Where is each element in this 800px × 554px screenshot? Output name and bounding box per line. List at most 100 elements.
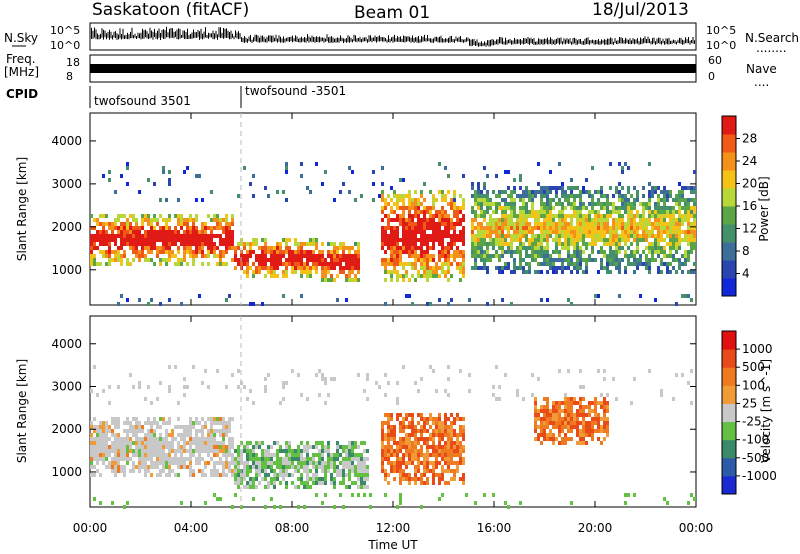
velocity-cell	[552, 417, 555, 421]
velocity-cell	[252, 461, 255, 465]
power-cell	[537, 270, 540, 274]
velocity-cell	[156, 441, 159, 445]
power-cell	[498, 238, 501, 242]
power-cell	[657, 246, 660, 250]
velocity-cell	[132, 425, 135, 429]
velocity-cell	[222, 461, 225, 465]
velocity-cell	[243, 465, 246, 469]
power-cell	[156, 222, 159, 226]
velocity-cell	[543, 429, 546, 433]
power-cell	[381, 226, 384, 230]
velocity-cell	[129, 469, 132, 473]
power-cell	[132, 214, 135, 218]
velocity-cell	[189, 417, 192, 421]
velocity-cell	[162, 465, 165, 469]
velocity-cell	[582, 385, 585, 389]
power-cell	[558, 230, 561, 234]
velocity-cell	[126, 429, 129, 433]
velocity-cell	[108, 425, 111, 429]
velocity-cell	[396, 469, 399, 473]
power-cell	[567, 194, 570, 198]
velocity-cell	[342, 457, 345, 461]
power-cell	[576, 254, 579, 258]
freq-trace	[90, 64, 696, 73]
power-cell	[693, 234, 696, 238]
velocity-cell	[342, 461, 345, 465]
power-cell	[672, 234, 675, 238]
velocity-cell	[270, 453, 273, 457]
velocity-cell	[180, 433, 183, 437]
power-cell	[657, 206, 660, 210]
power-cell	[447, 234, 450, 238]
power-cell	[201, 246, 204, 250]
power-cell	[342, 250, 345, 254]
velocity-cell	[417, 413, 420, 417]
power-cell	[633, 218, 636, 222]
nsky-label: N.Sky	[4, 31, 38, 45]
power-cell	[99, 230, 102, 234]
power-cell	[471, 230, 474, 234]
power-cell	[120, 230, 123, 234]
power-cell	[627, 230, 630, 234]
power-cell	[357, 250, 360, 254]
power-cell	[228, 294, 231, 298]
power-cell	[147, 258, 150, 262]
velocity-cell	[171, 441, 174, 445]
velocity-cell	[246, 457, 249, 461]
velocity-cell	[129, 441, 132, 445]
velocity-cell	[150, 473, 153, 477]
power-cell	[522, 266, 525, 270]
power-cell	[513, 258, 516, 262]
power-cell	[396, 234, 399, 238]
velocity-cell	[690, 493, 693, 497]
power-cell	[147, 222, 150, 226]
velocity-cell	[432, 441, 435, 445]
velocity-cell	[420, 429, 423, 433]
velocity-cell	[588, 409, 591, 413]
power-cell	[282, 254, 285, 258]
power-cell	[354, 266, 357, 270]
power-cell	[591, 258, 594, 262]
power-cell	[108, 246, 111, 250]
velocity-cell	[453, 461, 456, 465]
power-cell	[645, 230, 648, 234]
power-cell	[438, 250, 441, 254]
velocity-cell	[549, 417, 552, 421]
velocity-cell	[102, 453, 105, 457]
power-cell	[459, 194, 462, 198]
power-cell	[648, 258, 651, 262]
power-cell	[513, 270, 516, 274]
power-cell	[579, 210, 582, 214]
power-cell	[330, 278, 333, 282]
velocity-cell	[597, 429, 600, 433]
velocity-cell	[423, 425, 426, 429]
power-cell	[414, 230, 417, 234]
power-cell	[441, 198, 444, 202]
power-cell	[324, 258, 327, 262]
velocity-cell	[249, 465, 252, 469]
velocity-cell	[249, 477, 252, 481]
power-cell	[192, 218, 195, 222]
power-cell	[384, 302, 387, 306]
power-cell	[126, 234, 129, 238]
power-cell	[264, 250, 267, 254]
power-cell	[615, 258, 618, 262]
velocity-cell	[564, 421, 567, 425]
velocity-cell	[333, 461, 336, 465]
power-cell	[168, 234, 171, 238]
velocity-cell	[534, 417, 537, 421]
power-cell	[660, 258, 663, 262]
power-cell	[654, 242, 657, 246]
velocity-cell	[183, 425, 186, 429]
velocity-cell	[153, 453, 156, 457]
velocity-cell	[561, 409, 564, 413]
velocity-cell	[258, 445, 261, 449]
power-cell	[597, 234, 600, 238]
power-cell	[603, 202, 606, 206]
power-cell	[627, 262, 630, 266]
power-cell	[327, 250, 330, 254]
velocity-cell	[270, 477, 273, 481]
power-cell	[543, 218, 546, 222]
power-cell	[684, 202, 687, 206]
velocity-cell	[357, 493, 360, 497]
